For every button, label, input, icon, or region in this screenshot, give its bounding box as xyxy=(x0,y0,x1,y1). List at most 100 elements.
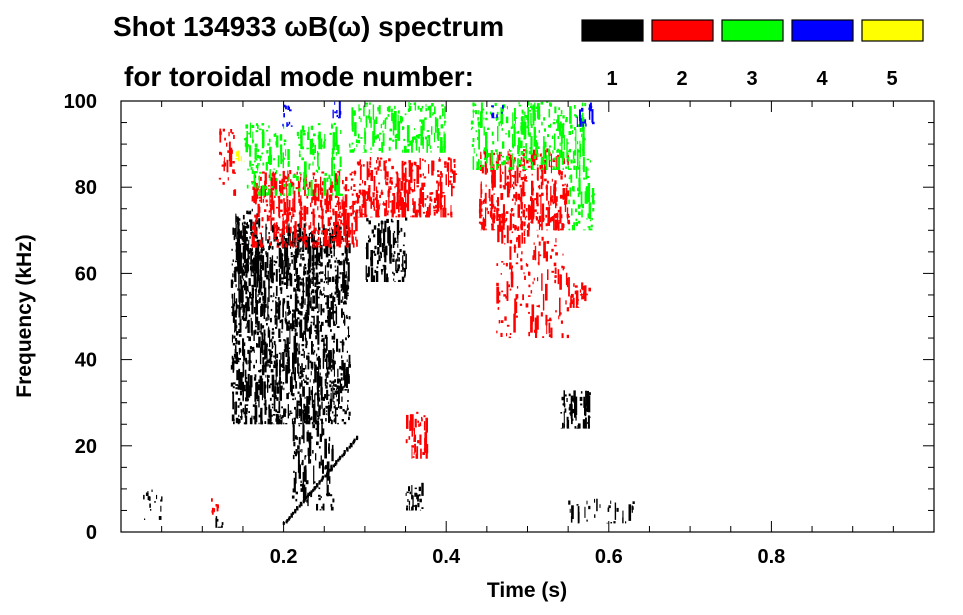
mode-1-mark xyxy=(414,487,417,490)
mode-1-mark xyxy=(319,291,321,296)
mode-2-mark xyxy=(408,160,411,177)
mode-2-mark xyxy=(290,226,292,234)
mode-1-mark xyxy=(583,427,586,429)
mode-1-mark xyxy=(570,395,574,400)
mode-2-mark xyxy=(483,198,487,203)
mode-3-mark xyxy=(357,135,360,139)
mode-1-mark xyxy=(340,377,343,381)
mode-2-mark xyxy=(560,171,563,176)
mode-2-mark xyxy=(283,176,285,181)
mode-1-mark xyxy=(255,287,257,292)
mode-3-mark xyxy=(476,153,478,157)
mode-2-mark xyxy=(356,161,358,165)
mode-2-mark xyxy=(412,456,415,458)
mode-1-mark xyxy=(287,278,290,281)
mode-2-mark xyxy=(547,269,549,280)
mode-1-mark xyxy=(295,384,298,389)
mode-1-mark xyxy=(255,381,259,400)
mode-1-mark xyxy=(608,505,611,509)
mode-3-mark xyxy=(394,111,397,131)
mode-1-mark xyxy=(412,495,414,511)
mode-1-mark xyxy=(244,265,246,269)
mode-2-mark xyxy=(306,196,309,199)
mode-1-mark xyxy=(305,309,307,312)
mode-1-mark xyxy=(298,424,301,427)
mode-1-mark xyxy=(250,244,252,247)
mode-2-mark xyxy=(285,219,287,224)
mode-3-mark xyxy=(543,162,546,165)
mode-1-mark xyxy=(344,257,347,261)
mode-1-mark xyxy=(302,245,304,250)
series-mode-3 xyxy=(244,101,595,231)
x-tick-label: 0.8 xyxy=(757,546,785,568)
mode-2-mark xyxy=(421,182,424,191)
mode-1-mark xyxy=(329,476,331,484)
mode-3-mark xyxy=(442,108,444,117)
mode-4-mark xyxy=(334,111,337,114)
mode-1-mark xyxy=(235,244,237,261)
mode-3-mark xyxy=(586,158,590,161)
mode-1-mark xyxy=(285,312,287,325)
mode-1-mark xyxy=(347,258,349,261)
mode-1-mark xyxy=(328,436,331,442)
mode-1-mark xyxy=(243,359,245,362)
mode-1-mark xyxy=(272,225,275,233)
mode-1-mark xyxy=(249,385,252,396)
mode-2-mark xyxy=(220,152,223,156)
mode-1-mark xyxy=(306,415,309,425)
mode-1-mark xyxy=(324,465,327,470)
mode-2-mark xyxy=(523,159,525,167)
mode-2-mark xyxy=(337,171,340,173)
mode-1-mark xyxy=(261,365,265,376)
mode-2-mark xyxy=(345,176,348,181)
mode-2-mark xyxy=(524,217,526,220)
mode-3-mark xyxy=(475,111,478,115)
mode-2-mark xyxy=(519,170,522,173)
mode-3-mark xyxy=(358,133,360,137)
mode-1-mark xyxy=(276,415,279,425)
mode-2-mark xyxy=(442,209,445,218)
mode-1-mark xyxy=(325,337,328,339)
mode-1-mark xyxy=(236,331,239,336)
mode-2-mark xyxy=(564,183,566,186)
mode-3-mark xyxy=(298,143,301,146)
mode-2-mark xyxy=(447,213,450,216)
mode-1-mark xyxy=(310,257,312,267)
mode-1-mark xyxy=(241,272,244,274)
mode-1-mark xyxy=(298,351,301,354)
mode-1-mark xyxy=(249,291,252,299)
mode-2-mark xyxy=(502,222,505,226)
mode-1-mark xyxy=(346,261,349,265)
mode-1-mark xyxy=(332,385,334,402)
mode-2-mark xyxy=(387,210,389,213)
mode-3-mark xyxy=(536,153,539,158)
mode-3-mark xyxy=(585,167,587,178)
mode-1-mark xyxy=(269,409,272,422)
mode-1-mark xyxy=(242,353,245,358)
mode-1-mark xyxy=(313,247,316,250)
mode-3-mark xyxy=(275,170,278,174)
mode-3-mark xyxy=(312,148,315,153)
mode-2-mark xyxy=(347,242,349,248)
mode-4-mark xyxy=(290,125,293,127)
mode-3-mark xyxy=(382,122,384,125)
mode-2-mark xyxy=(554,275,557,278)
mode-2-mark xyxy=(528,295,531,297)
mode-3-mark xyxy=(420,125,423,146)
mode-3-mark xyxy=(258,193,261,196)
mode-3-mark xyxy=(527,126,530,136)
mode-3-mark xyxy=(562,115,565,119)
mode-1-mark xyxy=(328,350,331,362)
mode-1-mark xyxy=(289,328,291,344)
mode-1-mark xyxy=(324,394,327,399)
mode-1-mark xyxy=(347,262,350,282)
mode-2-mark xyxy=(555,203,557,209)
mode-3-mark xyxy=(315,192,317,196)
mode-2-mark xyxy=(368,196,371,202)
mode-3-mark xyxy=(472,102,475,107)
mode-1-mark xyxy=(235,387,238,390)
mode-3-mark xyxy=(576,221,578,227)
mode-3-mark xyxy=(299,188,301,191)
mode-3-mark xyxy=(566,138,568,159)
mode-2-mark xyxy=(480,181,482,186)
